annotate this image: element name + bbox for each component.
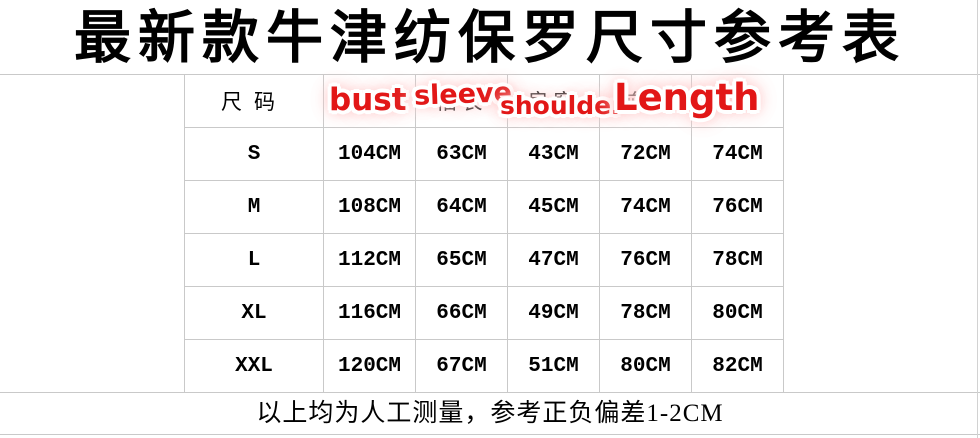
size-label: L — [184, 233, 324, 287]
table-row-xxl: XXL 120CM 67CM 51CM 80CM 82CM — [184, 339, 784, 393]
back-length-value: 82CM — [691, 339, 784, 393]
back-length-value: 76CM — [691, 180, 784, 234]
sleeve-value: 63CM — [415, 127, 508, 181]
back-length-value: 74CM — [691, 127, 784, 181]
table-row-xl: XL 116CM 66CM 49CM 78CM 80CM — [184, 286, 784, 340]
col-header-size: 尺码 — [184, 74, 324, 128]
back-length-value: 78CM — [691, 233, 784, 287]
bust-value: 116CM — [323, 286, 416, 340]
annotation-bust: bust — [329, 82, 407, 118]
back-length-value: 80CM — [691, 286, 784, 340]
sleeve-value: 66CM — [415, 286, 508, 340]
col-header-back-length-cn: 后长 — [691, 74, 784, 128]
shoulder-value: 43CM — [507, 127, 600, 181]
table-row-m: M 108CM 64CM 45CM 74CM 76CM — [184, 180, 784, 234]
footer-note: 以上均为人工测量，参考正负偏差1-2CM — [256, 400, 724, 427]
bust-value: 112CM — [323, 233, 416, 287]
front-length-value: 78CM — [599, 286, 692, 340]
header-row: 尺码 胸围 袖长 肩宽 前长 后长 — [184, 74, 784, 128]
front-length-value: 72CM — [599, 127, 692, 181]
annotation-length: Length — [614, 76, 760, 119]
sleeve-value: 67CM — [415, 339, 508, 393]
col-header-front-length-cn: 前长 — [599, 74, 692, 128]
front-length-value: 80CM — [599, 339, 692, 393]
bust-value: 108CM — [323, 180, 416, 234]
front-length-value: 74CM — [599, 180, 692, 234]
size-label: XXL — [184, 339, 324, 393]
annotation-shoulder: shoulder — [500, 91, 624, 120]
table-row-l: L 112CM 65CM 47CM 76CM 78CM — [184, 233, 784, 287]
col-header-shoulder-cn: 肩宽 — [507, 74, 600, 128]
table-row-s: S 104CM 63CM 43CM 72CM 74CM — [184, 127, 784, 181]
bust-value: 120CM — [323, 339, 416, 393]
col-header-bust-cn: 胸围 — [323, 74, 416, 128]
front-length-value: 76CM — [599, 233, 692, 287]
sleeve-value: 65CM — [415, 233, 508, 287]
size-label: XL — [184, 286, 324, 340]
grid-line-footer-bottom — [0, 434, 980, 435]
grid-line-footer-top — [0, 392, 980, 393]
sleeve-value: 64CM — [415, 180, 508, 234]
shoulder-value: 45CM — [507, 180, 600, 234]
size-label: M — [184, 180, 324, 234]
size-table: 尺码 胸围 袖长 肩宽 前长 后长 S 104CM 63CM 43CM 72CM… — [184, 74, 784, 393]
annotation-sleeve: sleeve — [413, 77, 513, 112]
shoulder-value: 51CM — [507, 339, 600, 393]
size-label: S — [184, 127, 324, 181]
shoulder-value: 47CM — [507, 233, 600, 287]
empty-merged-cell — [789, 74, 978, 392]
shoulder-value: 49CM — [507, 286, 600, 340]
bust-value: 104CM — [323, 127, 416, 181]
page-title: 最新款牛津纺保罗尺寸参考表 — [74, 4, 906, 71]
